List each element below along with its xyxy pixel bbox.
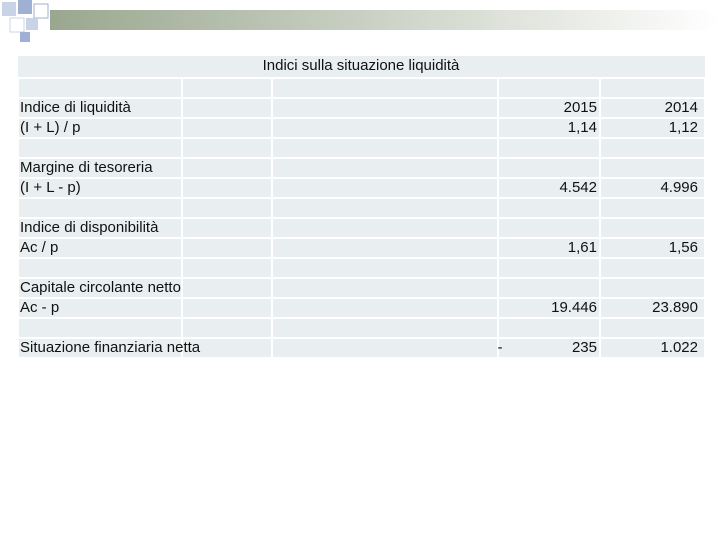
table-cell [19, 99, 181, 117]
table-cell [499, 119, 599, 137]
row-formula: (I + L) / p [20, 119, 80, 136]
row-value: 1,14 [568, 119, 597, 136]
table-cell [19, 79, 181, 97]
table-cell [499, 219, 599, 237]
table-cell [273, 319, 497, 337]
table-cell [19, 259, 181, 277]
table-cell [19, 239, 181, 257]
table-cell [19, 319, 181, 337]
row-label: Margine di tesoreria [20, 159, 153, 176]
table-cell [19, 219, 181, 237]
table-cell [273, 79, 497, 97]
table-cell [499, 299, 599, 317]
table-cell [499, 239, 599, 257]
row-label: Situazione finanziaria netta [20, 339, 201, 356]
row-label: Indice di disponibilità [20, 219, 159, 236]
table-cell [19, 139, 181, 157]
table-cell [499, 79, 599, 97]
table-cell [499, 179, 599, 197]
row-value: 235 [572, 339, 597, 356]
year-header: 2014 [665, 99, 698, 116]
table-cell [601, 219, 704, 237]
table-cell [601, 139, 704, 157]
table-cell [499, 319, 599, 337]
table-cell [183, 99, 271, 117]
table-cell [601, 239, 704, 257]
row-value: 4.542 [559, 179, 597, 196]
table-cell [499, 159, 599, 177]
table-cell [183, 179, 271, 197]
table-cell [273, 199, 497, 217]
table-cell [601, 79, 704, 97]
table-cell [601, 259, 704, 277]
table-cell [499, 199, 599, 217]
table-cell [183, 279, 271, 297]
table-cell [19, 159, 181, 177]
table-cell [183, 259, 271, 277]
table-cell [183, 239, 271, 257]
table-cell [19, 179, 181, 197]
row-value: 23.890 [652, 299, 698, 316]
table-cell [183, 119, 271, 137]
table-cell [601, 99, 704, 117]
row-value: 1,12 [669, 119, 698, 136]
table-cell [273, 179, 497, 197]
table-title: Indici sulla situazione liquidità [263, 57, 460, 74]
table-cell [601, 299, 704, 317]
table-cell [499, 259, 599, 277]
table-cell [499, 139, 599, 157]
table-cell [499, 339, 599, 357]
table-cell [601, 199, 704, 217]
row-formula: Ac - p [20, 299, 59, 316]
table-cell [19, 339, 181, 357]
row-value: 4.996 [660, 179, 698, 196]
table-cell [183, 219, 271, 237]
table-cell [601, 179, 704, 197]
row-value: 1,56 [669, 239, 698, 256]
table-cell [273, 339, 497, 357]
year-header: 2015 [564, 99, 597, 116]
table-cell [601, 119, 704, 137]
row-formula: Ac / p [20, 239, 58, 256]
table-cell [273, 99, 497, 117]
row-formula: (I + L - p) [20, 179, 81, 196]
table-cell [183, 139, 271, 157]
table-cell [273, 279, 497, 297]
table-cell [499, 279, 599, 297]
corner-squares [2, 0, 49, 42]
table-cell [601, 339, 704, 357]
table-cell [19, 299, 181, 317]
table-cell [19, 119, 181, 137]
table-cell [183, 199, 271, 217]
row-value: 19.446 [551, 299, 597, 316]
table-cell [273, 299, 497, 317]
table-cell [183, 319, 271, 337]
table-cell [601, 319, 704, 337]
table-cell [601, 279, 704, 297]
value-sign: - [498, 339, 503, 356]
table-cell [183, 159, 271, 177]
table-cell [601, 159, 704, 177]
title-cell [18, 56, 705, 77]
row-label: Capitale circolante netto [20, 279, 181, 296]
table-cell [273, 119, 497, 137]
table-cell [499, 99, 599, 117]
table-cell [19, 279, 181, 297]
table-cell [183, 79, 271, 97]
table-cell [183, 299, 271, 317]
table-grid [18, 56, 705, 357]
table-cell [273, 219, 497, 237]
row-value: 1,61 [568, 239, 597, 256]
row-label: Indice di liquidità [20, 99, 132, 116]
row-value: 1.022 [660, 339, 698, 356]
table-cell [273, 239, 497, 257]
header-bar [50, 10, 720, 30]
table-cell [273, 159, 497, 177]
table-cell [19, 199, 181, 217]
table-cell [183, 339, 271, 357]
table-cell [273, 139, 497, 157]
table-cell [273, 259, 497, 277]
